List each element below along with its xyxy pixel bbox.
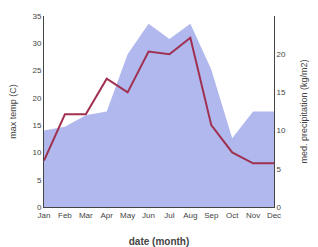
svg-text:10: 10 [32, 148, 41, 157]
svg-text:date (month): date (month) [129, 236, 190, 247]
svg-text:30: 30 [32, 39, 41, 48]
svg-text:Jul: Jul [164, 211, 174, 220]
svg-text:med. precipitation (kg/m2): med. precipitation (kg/m2) [299, 59, 309, 163]
svg-text:0: 0 [277, 203, 282, 212]
svg-text:25: 25 [32, 66, 41, 75]
svg-text:Feb: Feb [58, 211, 72, 220]
svg-text:20: 20 [32, 94, 41, 103]
svg-text:Oct: Oct [226, 211, 239, 220]
svg-text:10: 10 [277, 126, 286, 135]
svg-text:Jan: Jan [38, 211, 51, 220]
svg-text:20: 20 [277, 50, 286, 59]
svg-text:5: 5 [277, 165, 282, 174]
svg-text:15: 15 [277, 88, 286, 97]
svg-text:Mar: Mar [79, 211, 93, 220]
svg-text:max temp (C): max temp (C) [8, 84, 18, 139]
svg-text:5: 5 [37, 176, 42, 185]
svg-text:Jun: Jun [142, 211, 155, 220]
svg-text:Dec: Dec [267, 211, 281, 220]
svg-text:Apr: Apr [101, 211, 114, 220]
svg-text:0: 0 [37, 203, 42, 212]
svg-text:15: 15 [32, 121, 41, 130]
svg-text:Nov: Nov [246, 211, 260, 220]
svg-text:Aug: Aug [183, 211, 197, 220]
svg-text:35: 35 [32, 12, 41, 21]
svg-text:Sep: Sep [204, 211, 219, 220]
svg-text:May: May [120, 211, 135, 220]
